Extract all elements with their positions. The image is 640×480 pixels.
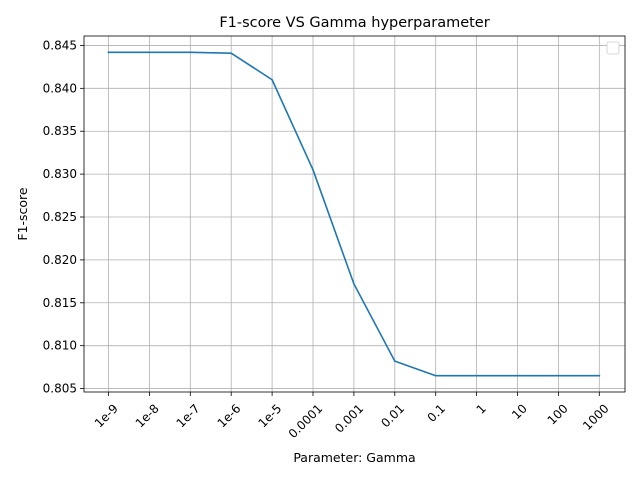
y-tick-label: 0.805 [43,382,77,396]
y-tick-label: 0.835 [43,124,77,138]
data-point [189,51,192,54]
y-tick-label: 0.845 [43,38,77,52]
data-point [475,374,478,377]
data-point [434,374,437,377]
x-axis-label: Parameter: Gamma [293,450,415,465]
series-layer [107,51,601,377]
data-point [271,78,273,81]
y-ticks: 0.805 0.810 0.815 0.820 0.825 0.830 0.835 0.840… [43,38,84,396]
legend-box [606,41,620,55]
data-point [516,374,519,377]
y-tick-label: 0.840 [43,81,77,95]
y-tick-label: 0.820 [43,253,77,267]
data-point [557,374,560,377]
data-point [107,51,110,54]
y-tick-label: 0.810 [43,339,77,353]
data-point [230,52,232,54]
data-point [394,360,396,362]
y-axis-label: F1-score [15,187,30,241]
y-tick-label: 0.825 [43,210,77,224]
y-tick-label: 0.830 [43,167,77,181]
chart-title: F1-score VS Gamma hyperparameter [219,15,489,31]
data-point [312,169,314,171]
data-point [148,51,151,54]
y-tick-label: 0.815 [43,296,77,310]
data-point [353,283,355,285]
legend [606,41,620,55]
data-point [598,374,601,377]
grid [84,36,625,392]
axes-frame [83,35,626,393]
